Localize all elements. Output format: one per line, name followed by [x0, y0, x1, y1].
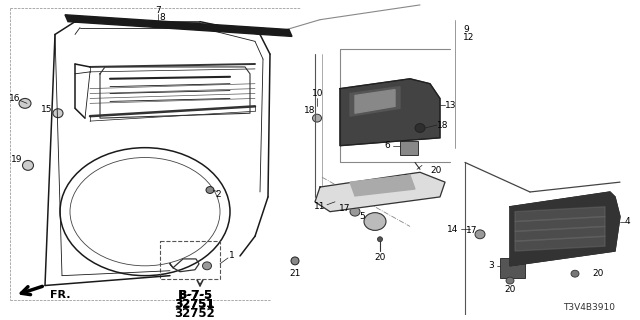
Text: 19: 19 [12, 155, 23, 164]
Polygon shape [350, 87, 400, 116]
Polygon shape [515, 227, 605, 241]
Ellipse shape [291, 257, 299, 265]
Ellipse shape [202, 262, 211, 270]
Polygon shape [515, 236, 605, 251]
Text: 17: 17 [339, 204, 351, 213]
Text: 6: 6 [384, 141, 390, 150]
Text: 18: 18 [304, 106, 316, 115]
Text: B-7-5: B-7-5 [177, 289, 212, 302]
Ellipse shape [415, 124, 425, 132]
Text: 21: 21 [289, 269, 301, 278]
Text: 5: 5 [359, 212, 365, 221]
Text: 20: 20 [504, 285, 516, 294]
Text: 11: 11 [314, 202, 325, 211]
Ellipse shape [571, 270, 579, 277]
Text: FR.: FR. [50, 290, 70, 300]
Ellipse shape [22, 160, 33, 170]
Bar [400, 141, 418, 155]
Bar [160, 241, 220, 279]
Ellipse shape [350, 207, 360, 216]
Text: 4: 4 [625, 217, 630, 226]
Polygon shape [515, 217, 605, 231]
Ellipse shape [19, 99, 31, 108]
Text: 3: 3 [488, 261, 494, 270]
Polygon shape [340, 79, 440, 146]
Text: 7: 7 [155, 6, 161, 15]
Text: 13: 13 [445, 101, 456, 110]
Ellipse shape [378, 237, 383, 242]
Bar [500, 258, 525, 278]
Text: 1: 1 [229, 252, 235, 260]
Text: 15: 15 [41, 105, 52, 114]
Text: 12: 12 [463, 33, 474, 42]
Text: 8: 8 [159, 13, 165, 22]
Text: 10: 10 [312, 89, 324, 98]
Text: 32752: 32752 [175, 307, 216, 320]
Text: 32751: 32751 [176, 299, 214, 309]
Text: 16: 16 [9, 94, 20, 103]
Polygon shape [515, 207, 605, 221]
Text: 18: 18 [437, 121, 449, 130]
Text: 9: 9 [463, 25, 468, 34]
Ellipse shape [364, 213, 386, 230]
Ellipse shape [506, 277, 514, 284]
Ellipse shape [206, 187, 214, 194]
Polygon shape [355, 90, 395, 113]
Ellipse shape [475, 230, 485, 239]
Text: B-7-5: B-7-5 [179, 290, 211, 300]
Ellipse shape [312, 114, 321, 122]
Polygon shape [510, 192, 620, 266]
Polygon shape [315, 172, 445, 212]
Text: 14: 14 [447, 225, 458, 234]
Text: 20: 20 [374, 253, 386, 262]
Ellipse shape [380, 181, 400, 193]
Text: 20: 20 [592, 269, 604, 278]
Text: 2: 2 [215, 190, 221, 199]
Text: 17: 17 [467, 226, 477, 235]
Text: 32751: 32751 [175, 298, 216, 311]
Polygon shape [350, 175, 415, 196]
Text: 20: 20 [430, 166, 442, 175]
Text: T3V4B3910: T3V4B3910 [563, 303, 615, 312]
Polygon shape [65, 15, 292, 36]
Ellipse shape [53, 109, 63, 118]
